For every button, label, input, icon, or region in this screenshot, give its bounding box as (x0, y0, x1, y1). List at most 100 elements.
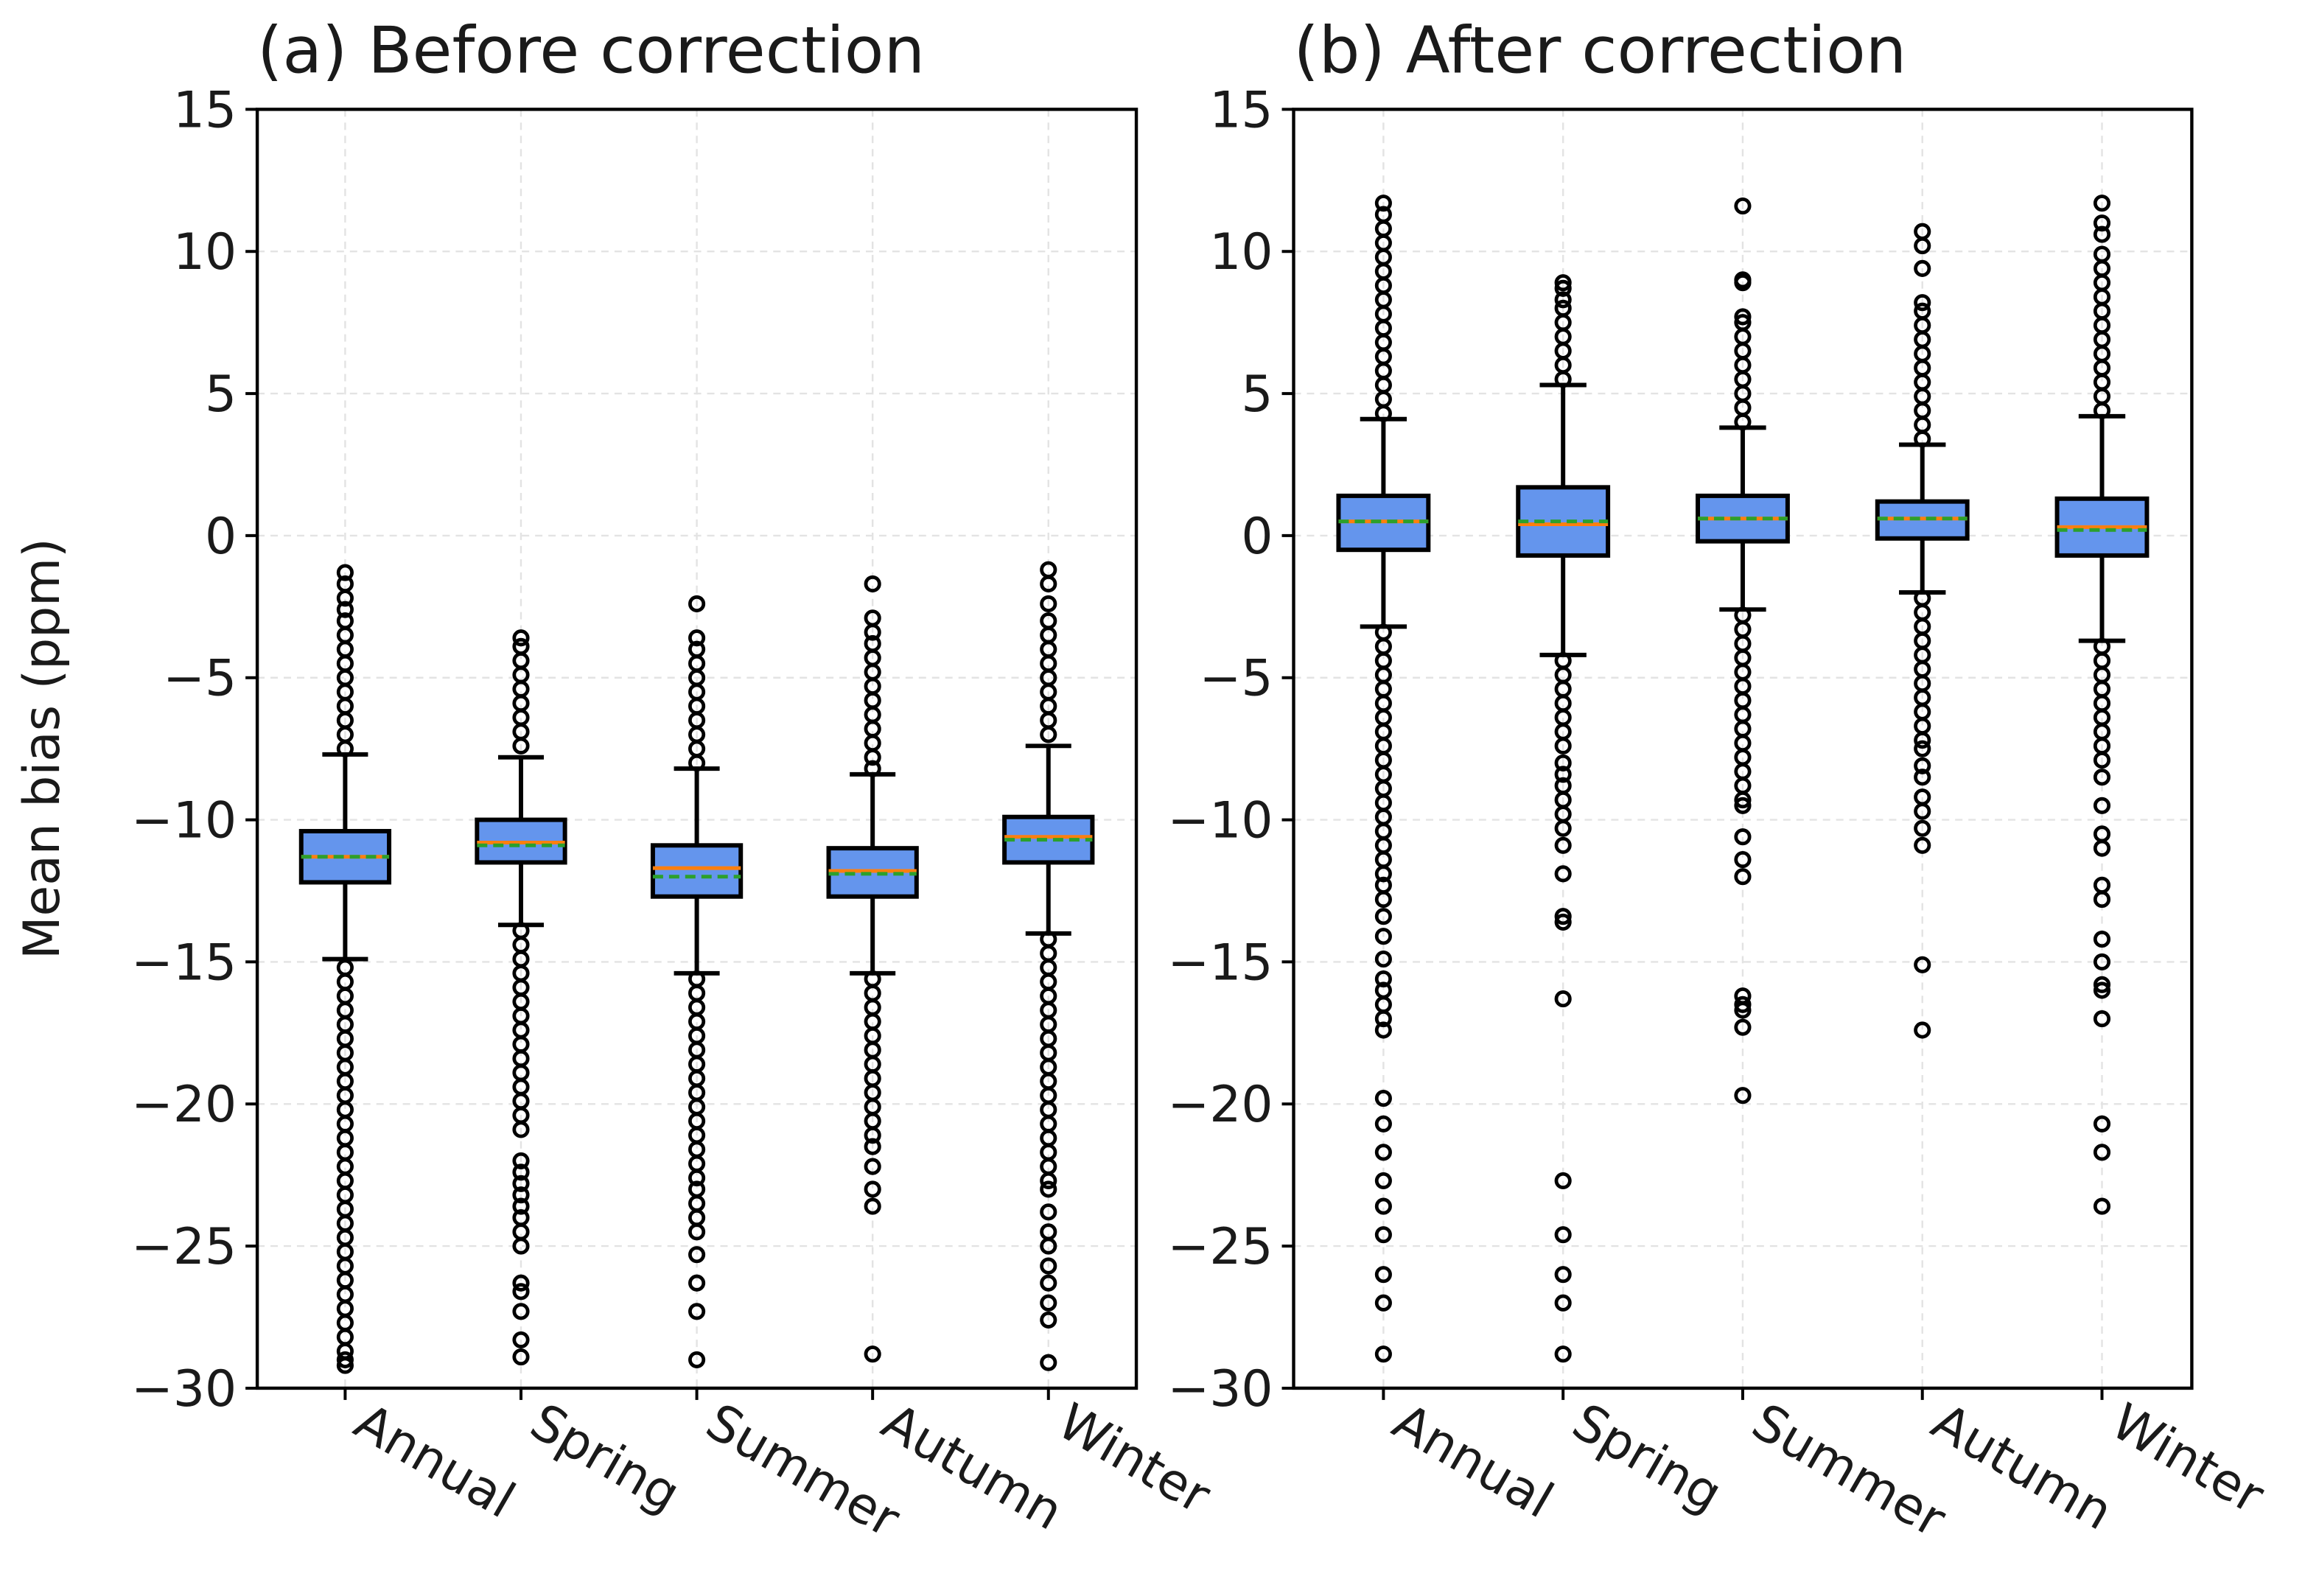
outlier (1914, 294, 1931, 312)
y-tick-label: −25 (131, 1217, 237, 1275)
x-tick-label: Summer (1743, 1392, 1956, 1548)
outlier (1914, 836, 1931, 854)
outlier (1374, 1089, 1392, 1107)
box (1516, 485, 1611, 558)
outlier (1374, 1197, 1392, 1215)
outlier (336, 564, 354, 581)
outlier (1040, 726, 1057, 743)
outlier (2093, 1009, 2111, 1028)
outlier (1374, 195, 1392, 212)
outlier (864, 1345, 881, 1363)
outlier (1554, 754, 1572, 772)
outlier (1374, 1021, 1392, 1039)
outlier (1914, 302, 1931, 320)
y-tick-label: 15 (173, 80, 237, 139)
outlier (1734, 1018, 1752, 1036)
outlier (1554, 1294, 1572, 1312)
outlier (1374, 951, 1392, 968)
outlier (1554, 766, 1572, 783)
x-tick-label: Winter (2102, 1392, 2273, 1525)
outlier (864, 749, 881, 766)
outlier (512, 1283, 530, 1301)
outlier (864, 623, 881, 641)
outlier (1374, 865, 1392, 883)
x-tick-label: Annual (345, 1392, 525, 1529)
outlier (1914, 223, 1931, 240)
outlier (1914, 802, 1931, 820)
outlier (1914, 769, 1931, 786)
y-tick-label: −5 (163, 649, 237, 707)
outlier (1040, 1311, 1057, 1329)
outlier (1554, 1172, 1572, 1189)
outlier (864, 1197, 881, 1215)
outlier (2093, 839, 2111, 857)
outlier (688, 1246, 706, 1264)
y-axis-label: Mean bias (ppm) (13, 538, 71, 959)
outlier (512, 1186, 530, 1204)
outlier (1374, 1144, 1392, 1161)
outlier (1374, 1294, 1392, 1312)
outlier (1734, 308, 1752, 326)
outlier (1374, 908, 1392, 925)
outlier (1374, 1345, 1392, 1363)
x-tick-label: Autumn (1923, 1392, 2123, 1541)
outlier (1374, 1009, 1392, 1028)
outlier (1734, 1087, 1752, 1105)
outlier (1374, 1226, 1392, 1244)
outlier (1914, 956, 1931, 973)
outlier (864, 1127, 881, 1144)
panel-title: (b) After correction (1294, 13, 1907, 88)
outlier (1040, 1180, 1057, 1198)
outlier (2093, 1115, 2111, 1133)
outlier (2093, 976, 2111, 993)
outlier (2093, 225, 2111, 243)
panel: −30 −25 −20 −15 −10 −5 0 5 10 15 (a) Before correc… (13, 13, 1220, 1549)
outlier (1734, 1001, 1752, 1019)
outlier (1554, 737, 1572, 755)
outlier (1914, 1021, 1931, 1039)
outlier (1374, 1172, 1392, 1189)
outlier (1040, 1237, 1057, 1255)
outlier (2093, 752, 2111, 769)
outlier (2093, 953, 2111, 971)
outlier (688, 629, 706, 647)
outlier (1374, 970, 1392, 988)
outlier (1914, 757, 1931, 774)
y-tick-label: 5 (205, 365, 237, 423)
x-tick-label: Annual (1383, 1392, 1563, 1529)
y-tick-label: −30 (131, 1359, 237, 1418)
outlier (1554, 836, 1572, 854)
outlier (1554, 274, 1572, 292)
outlier (1374, 1266, 1392, 1284)
outlier (688, 1223, 706, 1241)
outlier (336, 589, 354, 607)
outlier (1914, 740, 1931, 757)
outlier (2093, 1197, 2111, 1215)
outlier (1374, 206, 1392, 223)
outlier (512, 1331, 530, 1348)
outlier (1554, 908, 1572, 925)
outlier (1040, 1354, 1057, 1371)
outlier (1374, 928, 1392, 945)
outlier (1040, 1294, 1057, 1312)
outlier (1734, 995, 1752, 1013)
outlier (512, 1175, 530, 1192)
outlier (1554, 913, 1572, 931)
y-tick-label: −10 (1167, 791, 1273, 850)
outlier (688, 1351, 706, 1368)
outlier (1914, 819, 1931, 837)
outlier (864, 760, 881, 777)
outlier (2093, 214, 2111, 232)
y-tick-label: 10 (173, 223, 237, 281)
x-tick-label: Spring (1563, 1392, 1732, 1523)
outlier (336, 740, 354, 757)
outlier (512, 1121, 530, 1138)
outlier (1554, 1266, 1572, 1284)
outlier (2093, 981, 2111, 999)
outlier (1734, 791, 1752, 809)
box (650, 843, 744, 899)
outlier (1554, 1345, 1572, 1363)
outlier (1734, 197, 1752, 215)
outlier (1040, 1257, 1057, 1275)
